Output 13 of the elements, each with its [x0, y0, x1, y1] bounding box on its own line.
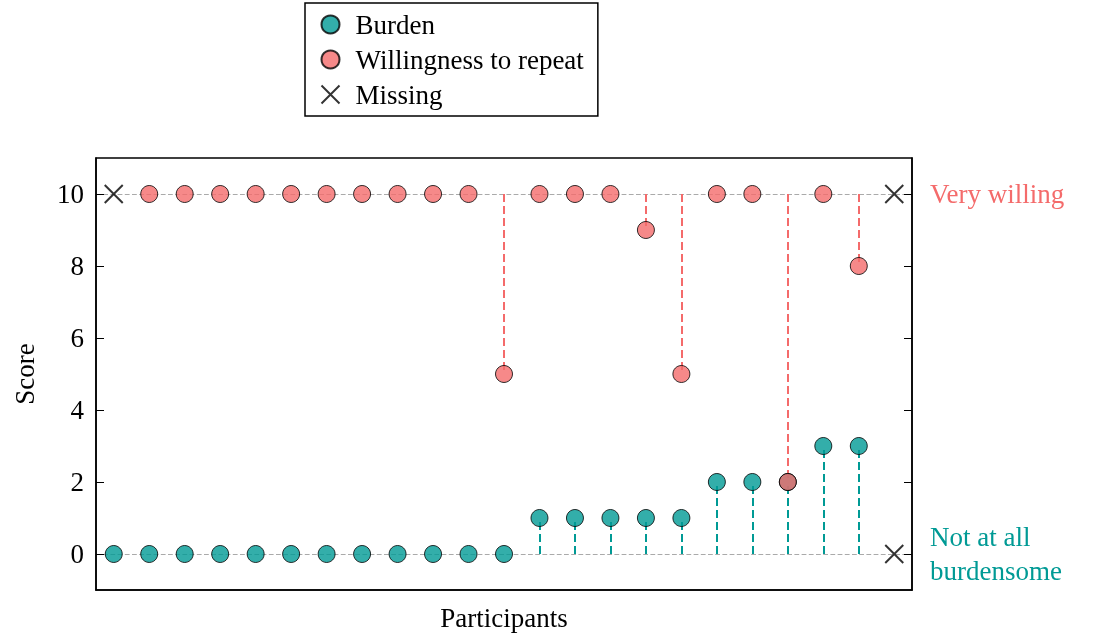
- y-tick-label: 8: [70, 251, 84, 281]
- legend-label: Willingness to repeat: [355, 44, 585, 75]
- ref-line-label: Very willing: [930, 179, 1065, 209]
- x-axis-title: Participants: [440, 602, 568, 633]
- legend-label: Burden: [355, 9, 436, 40]
- y-tick-label: 6: [70, 323, 84, 353]
- legend-label: Missing: [355, 79, 443, 110]
- y-tick-label: 0: [70, 539, 84, 569]
- y-tick-label: 10: [57, 179, 84, 209]
- y-tick-label: 4: [70, 395, 85, 425]
- y-tick-label: 2: [70, 467, 84, 497]
- ref-line-label: Not at all burdensome: [930, 522, 1062, 586]
- y-axis-title: Score: [9, 343, 40, 405]
